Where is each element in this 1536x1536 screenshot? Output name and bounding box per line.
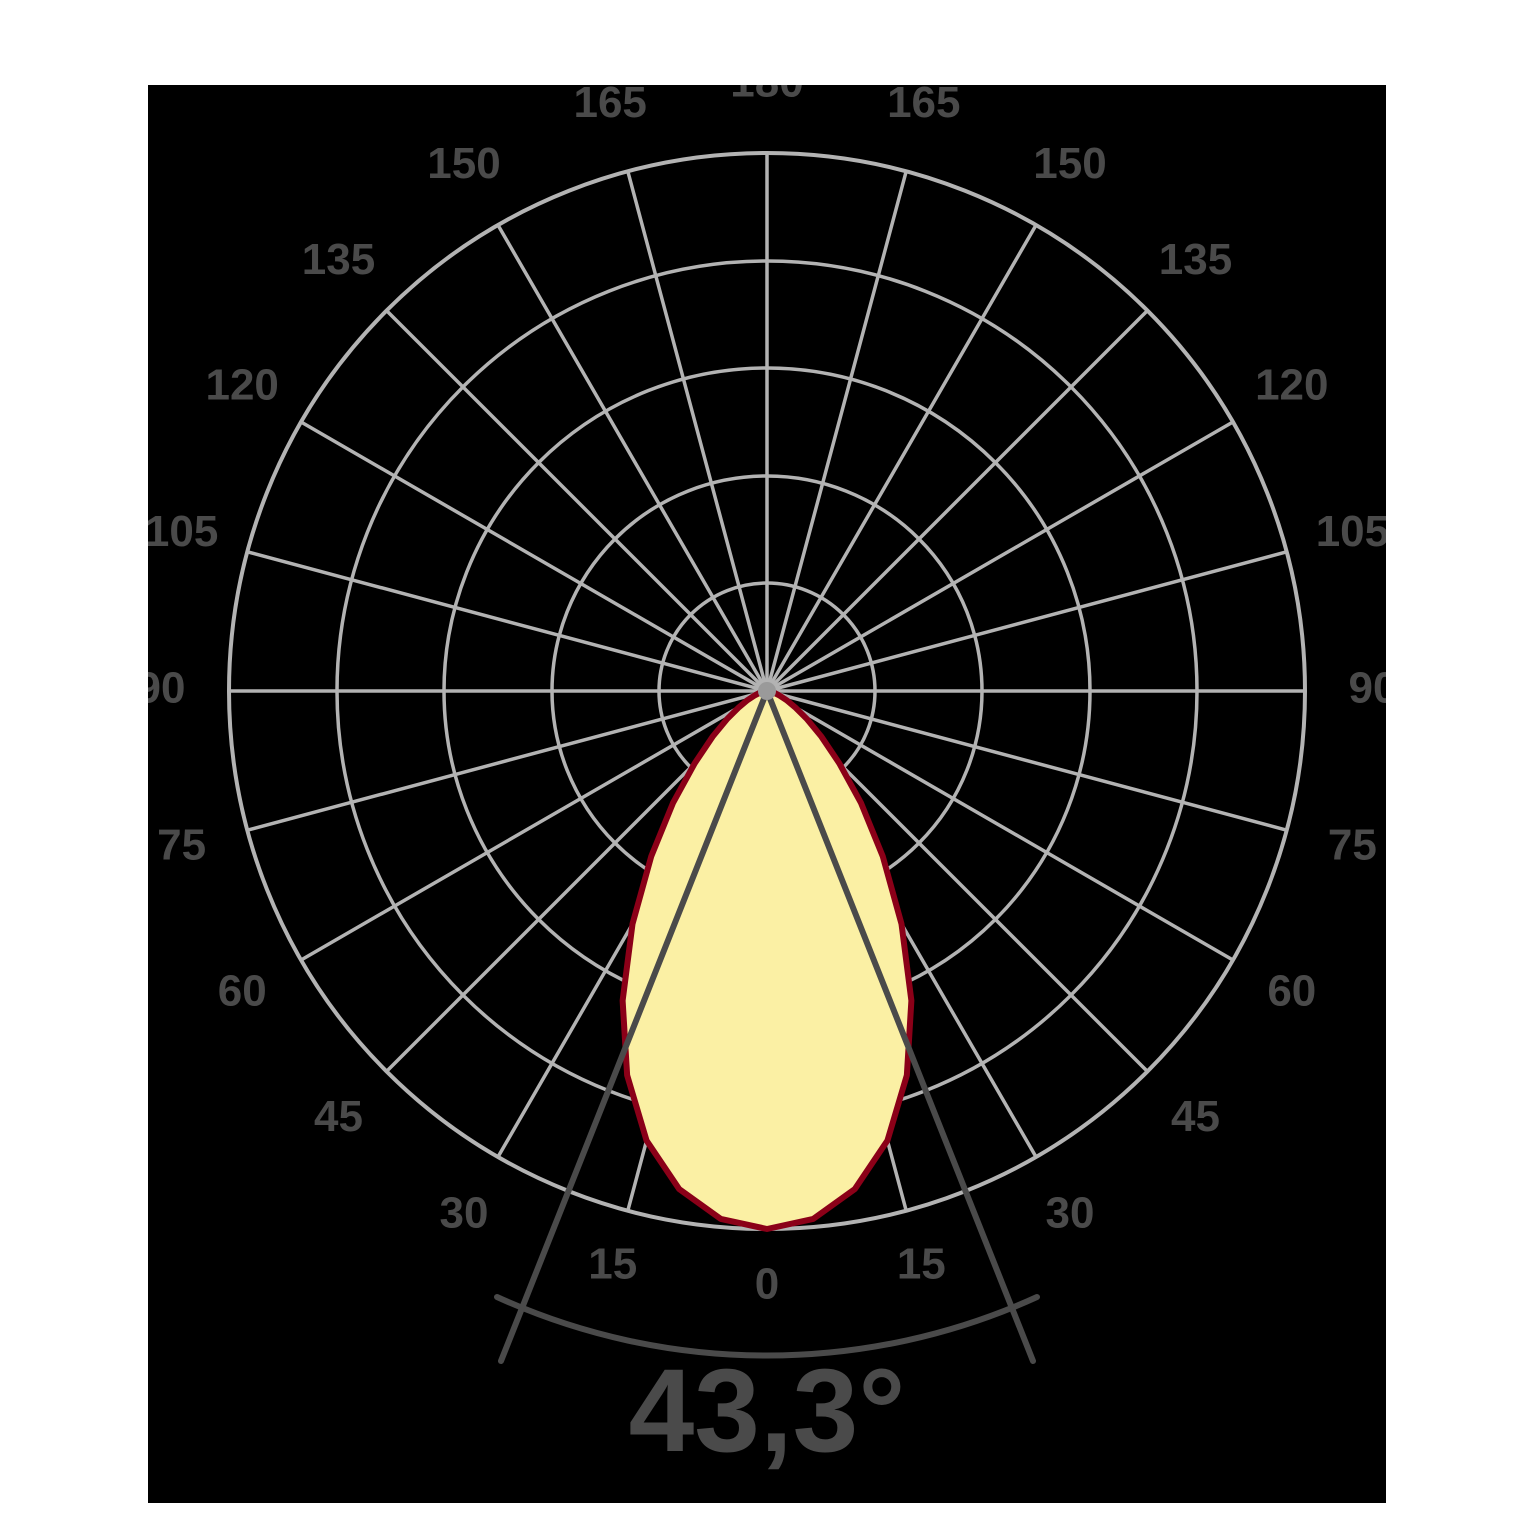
- grid-spoke-120: [299, 420, 769, 693]
- angle-tick-label-left-75: 75: [157, 820, 206, 869]
- beam-angle-line-left: [498, 688, 770, 1364]
- angle-tick-label-left-90: 90: [148, 664, 185, 713]
- angle-tick-label-left-165: 165: [573, 85, 646, 127]
- beam-angle-line-right: [764, 688, 1036, 1364]
- plot-background-panel: 0 15 15 30 30 45 45 60 60 75 75 90 90 105 105 120 120 135…: [148, 85, 1386, 1503]
- angle-tick-label-left-135: 135: [302, 235, 375, 284]
- origin-point: [758, 682, 776, 700]
- angle-tick-label-right-105: 105: [1316, 507, 1386, 556]
- grid-spoke-150: [496, 223, 769, 693]
- angle-tick-label-right-120: 120: [1255, 361, 1328, 410]
- angle-tick-label-left-150: 150: [427, 139, 500, 188]
- grid-spoke-105: [765, 550, 1289, 693]
- angle-tick-label-right-180: 180: [730, 85, 803, 107]
- angle-tick-label-left-45: 45: [314, 1092, 363, 1141]
- angle-tick-label-right-165: 165: [887, 85, 960, 127]
- grid-spoke-150: [765, 223, 1038, 693]
- angle-tick-label-left-120: 120: [205, 361, 278, 410]
- angle-tick-label-left-15: 15: [588, 1239, 637, 1288]
- angle-tick-label-right-60: 60: [1267, 967, 1316, 1016]
- grid-spoke-165: [626, 169, 769, 693]
- angle-tick-label-left-105: 105: [148, 507, 218, 556]
- grid-spoke-135: [384, 308, 769, 693]
- grid-spoke-165: [765, 169, 908, 693]
- beam-angle-marker: [494, 688, 1040, 1364]
- angle-tick-label-right-75: 75: [1328, 820, 1377, 869]
- polar-plot-svg: 0 15 15 30 30 45 45 60 60 75 75 90 90 105 105 120 120 135…: [148, 85, 1386, 1477]
- angle-tick-label-right-90: 90: [1349, 664, 1386, 713]
- angle-tick-label-right-0: 0: [755, 1260, 779, 1309]
- beam-angle-value: 43,3°: [629, 1345, 906, 1477]
- grid-spoke-75: [245, 689, 769, 832]
- luminous-intensity-curve: [619, 688, 915, 1232]
- grid-spoke-60: [299, 689, 769, 962]
- grid-spoke-75: [765, 689, 1289, 832]
- grid-spoke-120: [765, 420, 1235, 693]
- grid-spoke-60: [765, 689, 1235, 962]
- angle-tick-label-right-45: 45: [1171, 1092, 1220, 1141]
- angle-tick-label-right-150: 150: [1033, 139, 1106, 188]
- angle-tick-labels: 0 15 15 30 30 45 45 60 60 75 75 90 90 105 105 120 120 135…: [148, 85, 1386, 1309]
- beam-angle-arc: [494, 1294, 1040, 1359]
- angle-tick-label-right-30: 30: [1046, 1188, 1095, 1237]
- angle-tick-label-left-60: 60: [218, 967, 267, 1016]
- grid-spoke-135: [765, 308, 1150, 693]
- grid-spoke-105: [245, 550, 769, 693]
- angle-tick-label-right-135: 135: [1159, 235, 1232, 284]
- angle-tick-label-right-15: 15: [897, 1239, 946, 1288]
- angle-tick-label-left-30: 30: [440, 1188, 489, 1237]
